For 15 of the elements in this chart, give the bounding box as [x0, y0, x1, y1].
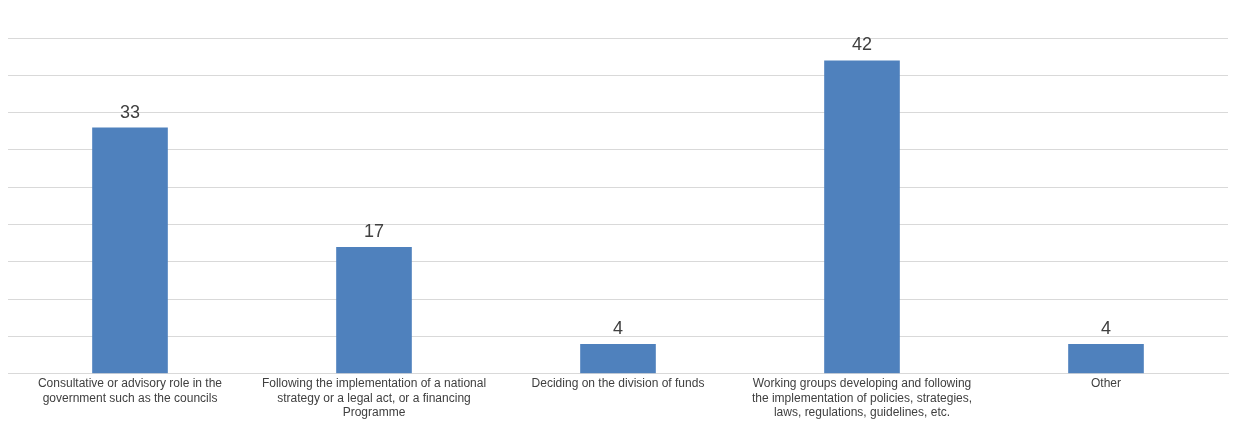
bar	[92, 127, 168, 374]
bar	[336, 246, 412, 374]
data-label: 42	[851, 34, 873, 55]
x-tick-label: Consultative or advisory role in the government such as the councils	[37, 376, 223, 405]
data-label: 17	[363, 220, 385, 241]
data-label: 4	[612, 317, 624, 338]
x-tick-label: Deciding on the division of funds	[531, 376, 705, 391]
x-tick-label: Following the implementation of a national strategy or a legal act, or a financing Programme	[261, 376, 487, 420]
bar	[580, 343, 656, 374]
x-tick-label: Other	[1090, 376, 1122, 391]
bar	[1068, 343, 1144, 374]
data-label: 4	[1100, 317, 1112, 338]
x-tick-label: Working groups developing and following the implementation of policies, strategies, laws, regulations, guidelines, etc.	[751, 376, 973, 420]
data-label: 33	[119, 101, 141, 122]
bar	[824, 60, 900, 374]
